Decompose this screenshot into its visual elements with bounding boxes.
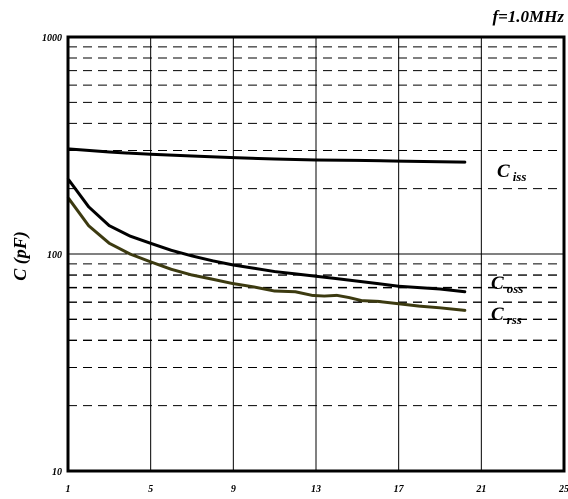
- series-line-ciss: [66, 147, 467, 164]
- x-tick-label: 5: [148, 484, 153, 495]
- y-tick-label: 10: [52, 467, 62, 478]
- grid-lines: [68, 37, 564, 471]
- tick-labels: 1 5 9 13 17 21 25 10 100 1000: [42, 33, 568, 495]
- y-tick-label: 1000: [42, 33, 62, 44]
- x-tick-label: 25: [558, 484, 568, 495]
- x-tick-label: 17: [394, 484, 405, 495]
- x-tick-label: 1: [66, 484, 71, 495]
- series-group: [66, 147, 467, 312]
- x-tick-label: 13: [311, 484, 321, 495]
- x-tick-label: 21: [475, 484, 486, 495]
- y-axis-label: C (pF): [10, 231, 31, 281]
- series-line-coss: [66, 177, 467, 294]
- plot-frame: [66, 35, 566, 473]
- y-tick-label: 100: [47, 250, 62, 261]
- chart-title: f=1.0MHz: [492, 7, 564, 26]
- x-tick-label: 9: [231, 484, 236, 495]
- series-line-crss: [66, 196, 467, 312]
